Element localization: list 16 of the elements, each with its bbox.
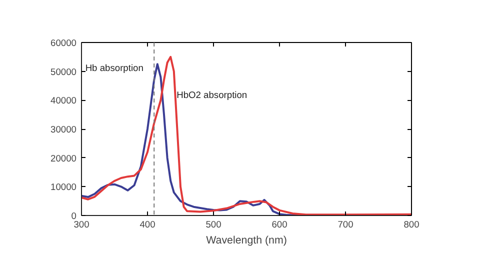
series-label: HbO2 absorption bbox=[176, 90, 248, 100]
y-tick-label: 60000 bbox=[50, 38, 77, 48]
y-tick-label: 10000 bbox=[50, 182, 77, 192]
x-tick-label: 700 bbox=[338, 220, 354, 230]
y-tick-label: 0 bbox=[71, 211, 77, 221]
x-tick-label: 300 bbox=[74, 220, 90, 230]
x-tick-label: 500 bbox=[206, 220, 222, 230]
series-label: Hb absorption bbox=[85, 63, 144, 74]
y-tick-label: 50000 bbox=[50, 66, 77, 77]
y-tick-label: 30000 bbox=[50, 124, 77, 134]
y-tick-label: 20000 bbox=[50, 153, 77, 164]
x-tick-label: 600 bbox=[272, 220, 288, 230]
y-tick-label: 40000 bbox=[50, 96, 77, 106]
x-axis-title: Wavelength (nm) bbox=[206, 234, 287, 246]
x-tick-label: 800 bbox=[404, 220, 420, 230]
x-tick-label: 400 bbox=[140, 220, 156, 230]
